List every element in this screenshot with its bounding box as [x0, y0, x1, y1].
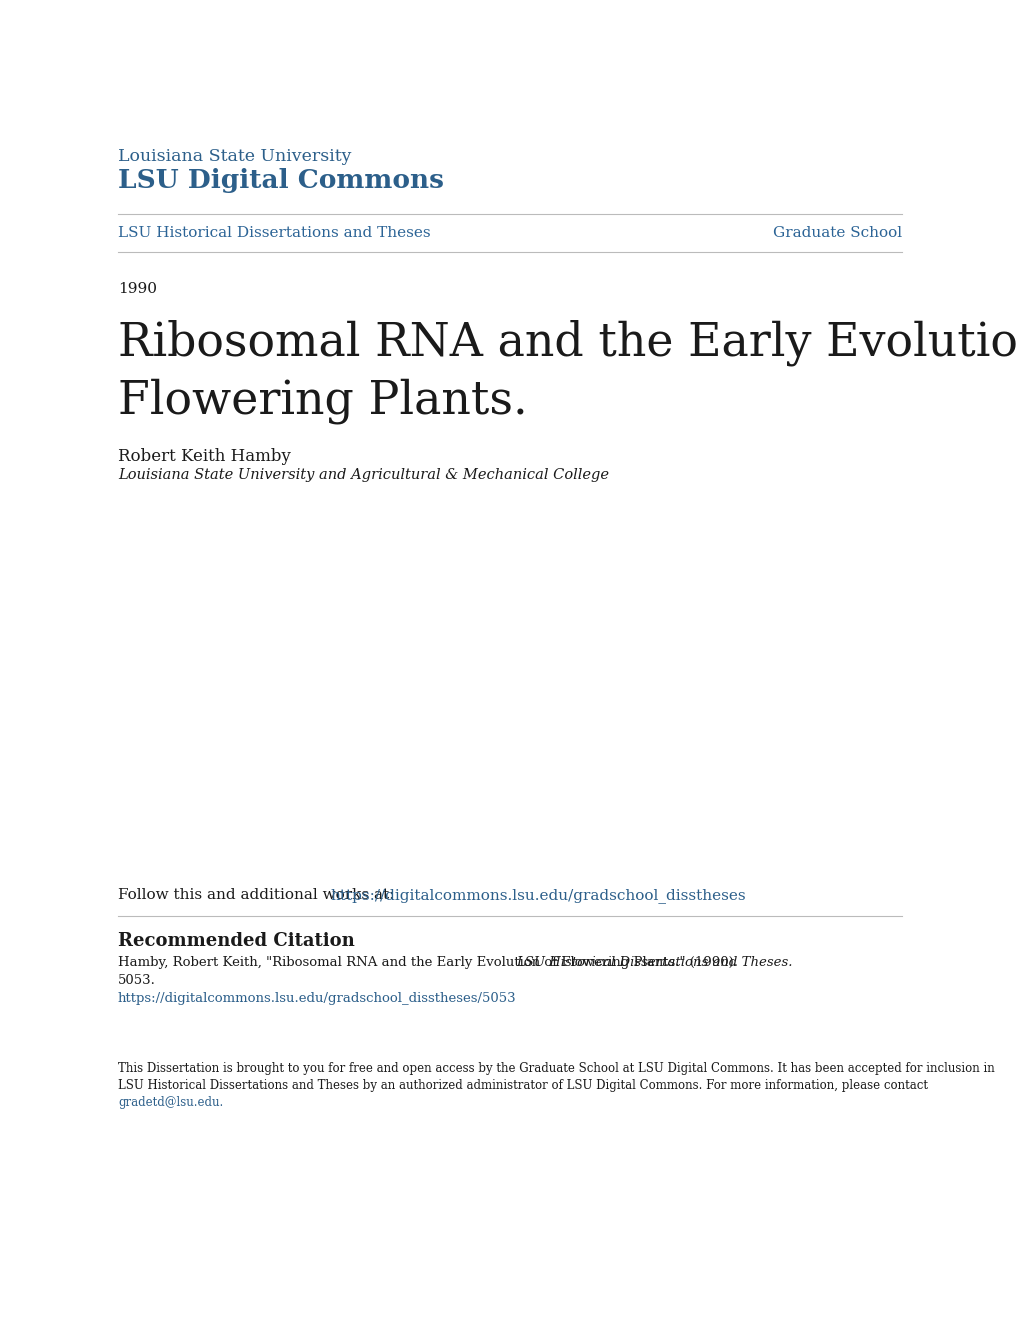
Text: Robert Keith Hamby: Robert Keith Hamby: [118, 447, 290, 465]
Text: https://digitalcommons.lsu.edu/gradschool_disstheses: https://digitalcommons.lsu.edu/gradschoo…: [330, 888, 745, 903]
Text: 5053.: 5053.: [118, 974, 156, 987]
Text: Louisiana State University: Louisiana State University: [118, 148, 352, 165]
Text: Recommended Citation: Recommended Citation: [118, 932, 355, 950]
Text: Graduate School: Graduate School: [772, 226, 901, 240]
Text: 1990: 1990: [118, 282, 157, 296]
Text: LSU Historical Dissertations and Theses by an authorized administrator of LSU Di: LSU Historical Dissertations and Theses …: [118, 1078, 927, 1092]
Text: LSU Historical Dissertations and Theses.: LSU Historical Dissertations and Theses.: [516, 956, 792, 969]
Text: Ribosomal RNA and the Early Evolution of: Ribosomal RNA and the Early Evolution of: [118, 319, 1019, 367]
Text: gradetd@lsu.edu.: gradetd@lsu.edu.: [118, 1096, 223, 1109]
Text: Flowering Plants.: Flowering Plants.: [118, 378, 527, 424]
Text: This Dissertation is brought to you for free and open access by the Graduate Sch: This Dissertation is brought to you for …: [118, 1063, 994, 1074]
Text: https://digitalcommons.lsu.edu/gradschool_disstheses/5053: https://digitalcommons.lsu.edu/gradschoo…: [118, 993, 516, 1005]
Text: LSU Historical Dissertations and Theses: LSU Historical Dissertations and Theses: [118, 226, 430, 240]
Text: Follow this and additional works at:: Follow this and additional works at:: [118, 888, 398, 902]
Text: LSU Digital Commons: LSU Digital Commons: [118, 168, 443, 193]
Text: Louisiana State University and Agricultural & Mechanical College: Louisiana State University and Agricultu…: [118, 469, 608, 482]
Text: Hamby, Robert Keith, "Ribosomal RNA and the Early Evolution of Flowering Plants.: Hamby, Robert Keith, "Ribosomal RNA and …: [118, 956, 742, 969]
